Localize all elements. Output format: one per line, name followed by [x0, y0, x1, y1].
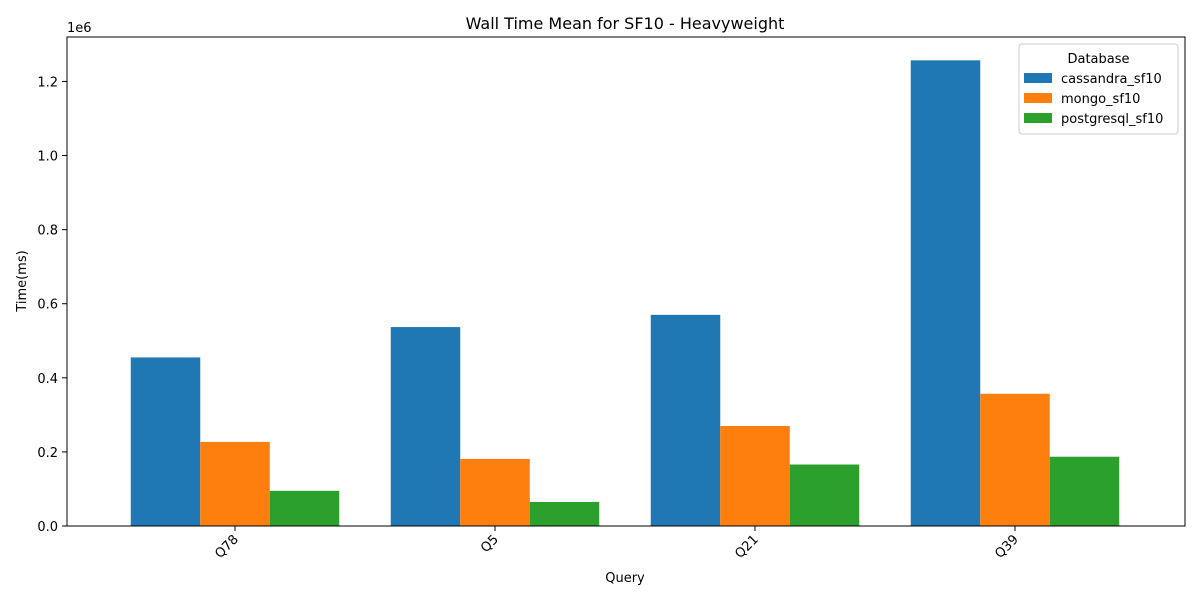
bar-cassandra_sf10-Q39 [911, 60, 981, 526]
y-tick-label-3: 0.6 [37, 298, 58, 313]
legend-label-cassandra_sf10: cassandra_sf10 [1061, 72, 1162, 87]
legend-swatch-cassandra_sf10 [1024, 73, 1052, 83]
legend: Database cassandra_sf10 mongo_sf10 postgres… [1019, 44, 1178, 134]
bar-postgresql_sf10-Q21 [790, 465, 860, 526]
bar-mongo_sf10-Q78 [200, 442, 270, 526]
bar-postgresql_sf10-Q78 [270, 491, 340, 526]
x-axis-label: Query [605, 571, 645, 586]
y-tick-label-4: 0.8 [37, 224, 58, 239]
y-axis-scale-label: 1e6 [67, 21, 92, 36]
legend-title: Database [1067, 52, 1129, 67]
y-tick-label-2: 0.4 [37, 372, 58, 387]
legend-swatch-mongo_sf10 [1024, 93, 1052, 103]
y-axis-label: Time(ms) [15, 250, 30, 312]
bar-cassandra_sf10-Q5 [391, 327, 461, 526]
y-tick-label-5: 1.0 [37, 150, 58, 165]
bar-mongo_sf10-Q5 [460, 459, 530, 526]
bar-postgresql_sf10-Q39 [1050, 457, 1120, 526]
legend-swatch-postgresql_sf10 [1024, 113, 1052, 123]
bar-cassandra_sf10-Q78 [131, 357, 201, 526]
y-tick-label-6: 1.2 [37, 75, 58, 90]
chart-title: Wall Time Mean for SF10 - Heavyweight [466, 14, 785, 33]
y-tick-label-0: 0.0 [37, 520, 58, 535]
bar-mongo_sf10-Q39 [980, 394, 1050, 526]
legend-label-mongo_sf10: mongo_sf10 [1061, 92, 1140, 107]
legend-label-postgresql_sf10: postgresql_sf10 [1061, 112, 1163, 127]
bar-cassandra_sf10-Q21 [651, 315, 721, 526]
bar-mongo_sf10-Q21 [720, 426, 790, 526]
bar-postgresql_sf10-Q5 [530, 502, 600, 526]
y-tick-label-1: 0.2 [37, 446, 58, 461]
